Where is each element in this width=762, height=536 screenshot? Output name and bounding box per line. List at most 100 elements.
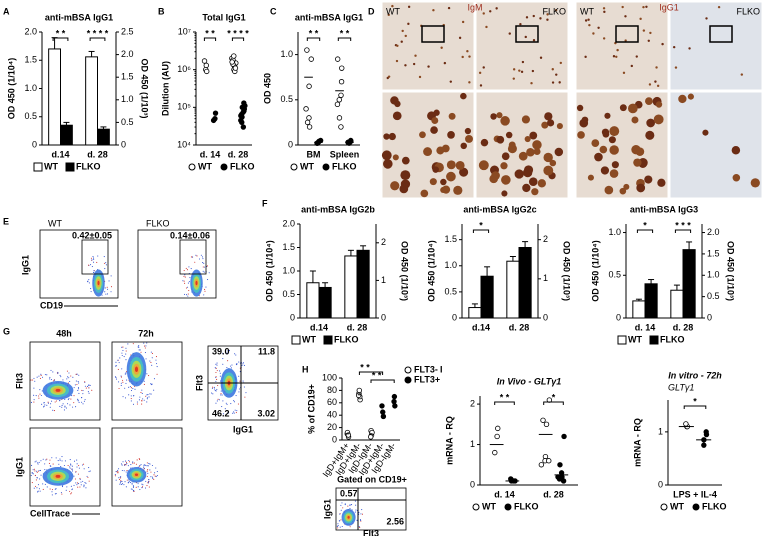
- stained-cell: [500, 162, 508, 170]
- flow-dot: [33, 394, 35, 396]
- flow-dot: [125, 486, 127, 488]
- flow-dot: [54, 401, 56, 403]
- x-tick-label: d.14: [51, 149, 69, 159]
- flow-dot: [64, 405, 66, 407]
- stained-cell: [519, 22, 522, 26]
- flow-dot: [242, 363, 244, 365]
- flow-dot: [88, 480, 90, 482]
- y-tick-label: 0.5: [280, 94, 293, 104]
- flow-dot: [153, 474, 155, 476]
- flow-dot: [51, 400, 53, 402]
- sig-label: *: [479, 220, 483, 230]
- flow-dot: [86, 475, 88, 477]
- y-tick-label: 0.5: [24, 111, 37, 121]
- flow-dot: [34, 485, 37, 487]
- flow-dot: [120, 463, 123, 465]
- flow-dot: [351, 504, 353, 506]
- flow-dot: [105, 262, 107, 264]
- flow-dot: [73, 402, 75, 404]
- bar: [60, 124, 73, 146]
- stained-cell: [612, 55, 616, 58]
- flow-dot: [75, 380, 77, 382]
- flow-dot: [148, 396, 150, 398]
- legend-label: FLKO: [334, 334, 359, 344]
- y-tick-label: 2.0: [24, 26, 37, 36]
- flow-dot: [120, 382, 122, 384]
- flow-dot: [212, 386, 214, 388]
- flow-dot: [219, 370, 221, 372]
- flow-dot: [39, 478, 41, 480]
- flow-dot: [50, 403, 52, 405]
- flow-dot: [125, 372, 127, 374]
- point: [306, 124, 313, 130]
- histology-tile: [475, 91, 569, 199]
- flow-dot: [186, 269, 188, 271]
- flow-dot: [37, 491, 39, 493]
- stained-cell: [429, 178, 437, 186]
- flow-dot: [146, 397, 148, 399]
- stained-cell: [468, 55, 471, 58]
- axis-label: Flt3: [194, 375, 204, 391]
- stained-cell: [508, 32, 511, 35]
- stained-cell: [603, 10, 606, 14]
- flow-density: [55, 388, 61, 392]
- flow-dot: [49, 376, 51, 378]
- flow-dot: [124, 397, 127, 399]
- y-tick-label: 0: [32, 139, 37, 149]
- legend-label: WT: [628, 334, 642, 344]
- gate-value: 0.57: [340, 488, 358, 498]
- flow-dot: [88, 467, 90, 469]
- stained-cell: [608, 136, 616, 144]
- flow-dot: [244, 396, 246, 398]
- legend-label: FLT3+: [414, 374, 440, 384]
- flow-dot: [66, 370, 68, 372]
- flow-dot: [361, 513, 364, 515]
- point: [355, 392, 362, 399]
- flow-dot: [221, 405, 223, 408]
- bar: [632, 300, 646, 319]
- flow-dot: [78, 467, 80, 469]
- flow-dot: [88, 392, 90, 394]
- stained-cell: [431, 117, 439, 125]
- flow-dot: [55, 400, 58, 402]
- flow-dot: [51, 494, 53, 496]
- legend-swatch: [65, 162, 75, 172]
- flow-dot: [63, 464, 65, 467]
- flow-dot: [32, 469, 34, 471]
- legend-swatch: [472, 503, 480, 511]
- flow-dot: [226, 366, 228, 369]
- flow-dot: [145, 480, 147, 482]
- stained-cell: [396, 44, 399, 47]
- flow-dot: [151, 364, 153, 366]
- flow-dot: [147, 472, 149, 474]
- flow-dot: [118, 362, 120, 364]
- flow-dot: [224, 408, 226, 410]
- y-tick-label: 0: [470, 479, 475, 489]
- flow-dot: [217, 398, 219, 400]
- stained-cell: [558, 81, 561, 84]
- flow-dot: [124, 373, 126, 375]
- stained-cell: [441, 144, 450, 153]
- flow-dot: [204, 290, 206, 292]
- y2-tick-label: 2.0: [121, 49, 134, 59]
- y-tick-label: 1.5: [24, 55, 37, 65]
- x-tick-label: d. 14: [200, 149, 221, 159]
- flow-dot: [138, 345, 140, 347]
- flow-dot: [121, 481, 123, 483]
- stained-cell: [520, 70, 524, 74]
- flow-dot: [49, 465, 51, 467]
- flow-dot: [354, 511, 356, 513]
- stained-cell: [717, 5, 721, 9]
- flow-dot: [189, 277, 191, 279]
- flow-dot: [48, 462, 50, 464]
- point: [304, 119, 311, 126]
- panel-letter: E: [3, 216, 9, 226]
- flow-dot: [30, 379, 32, 381]
- point: [336, 115, 343, 121]
- flow-dot: [359, 526, 361, 528]
- flow-dot: [204, 288, 206, 291]
- stained-cell: [615, 55, 618, 59]
- axis-label: CD19: [40, 300, 63, 310]
- flow-dot: [87, 391, 89, 393]
- flow-dot: [227, 351, 229, 353]
